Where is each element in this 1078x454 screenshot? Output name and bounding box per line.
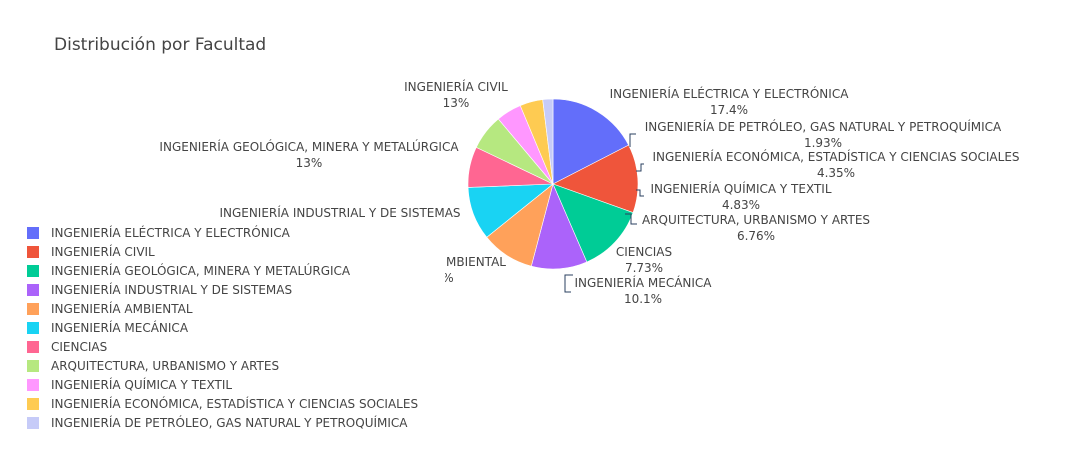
pie-slice[interactable] bbox=[552, 183, 634, 263]
slice-label-value: 4.83% bbox=[722, 198, 760, 212]
slice-label-value: 6.76% bbox=[737, 229, 775, 243]
slice-label-name: INGENIERÍA DE PETRÓLEO, GAS NATURAL Y PE… bbox=[645, 119, 1002, 134]
slice-label-name: INGENIERÍA QUÍMICA Y TEXTIL bbox=[650, 181, 831, 196]
legend-item-label[interactable]: INGENIERÍA MECÁNICA bbox=[51, 320, 189, 335]
legend-item-label[interactable]: INGENIERÍA INDUSTRIAL Y DE SISTEMAS bbox=[51, 282, 292, 297]
slice-label-value: 7.73% bbox=[625, 261, 663, 275]
slice-label-name: INGENIERÍA INDUSTRIAL Y DE SISTEMAS bbox=[219, 205, 460, 220]
legend-swatch[interactable] bbox=[27, 227, 39, 239]
slice-label-name: INGENIERÍA CIVIL bbox=[404, 79, 508, 94]
label-leader-line bbox=[564, 274, 573, 293]
slice-label-value: 1.93% bbox=[804, 136, 842, 150]
legend-item-label[interactable]: INGENIERÍA QUÍMICA Y TEXTIL bbox=[51, 377, 232, 392]
pie-slices bbox=[467, 98, 639, 270]
legend-swatch[interactable] bbox=[27, 398, 39, 410]
legend-item-label[interactable]: INGENIERÍA GEOLÓGICA, MINERA Y METALÚRGI… bbox=[51, 263, 351, 278]
label-leader-line bbox=[625, 213, 637, 225]
pie-slice[interactable] bbox=[542, 98, 554, 185]
slice-label-value: 13% bbox=[296, 156, 323, 170]
slice-label-value: 13% bbox=[443, 96, 470, 110]
legend-item-label[interactable]: INGENIERÍA CIVIL bbox=[51, 244, 155, 259]
slice-label-name: ARQUITECTURA, URBANISMO Y ARTES bbox=[642, 213, 870, 227]
legend-swatch[interactable] bbox=[27, 379, 39, 391]
legend-swatch[interactable] bbox=[27, 246, 39, 258]
slice-label-name: INGENIERÍA ECONÓMICA, ESTADÍSTICA Y CIEN… bbox=[652, 149, 1019, 164]
slice-label-value: 17.4% bbox=[710, 103, 748, 117]
legend: INGENIERÍA ELÉCTRICA Y ELECTRÓNICA INGENI… bbox=[20, 222, 445, 434]
label-leader-line bbox=[636, 189, 644, 197]
legend-item-label[interactable]: INGENIERÍA ECONÓMICA, ESTADÍSTICA Y CIEN… bbox=[51, 396, 418, 411]
slice-label-value: 10.1% bbox=[624, 292, 662, 306]
legend-swatch[interactable] bbox=[27, 265, 39, 277]
legend-swatch[interactable] bbox=[27, 360, 39, 372]
legend-item-label[interactable]: INGENIERÍA DE PETRÓLEO, GAS NATURAL Y PE… bbox=[51, 415, 408, 430]
legend-swatch[interactable] bbox=[27, 341, 39, 353]
slice-label-value: 4.35% bbox=[817, 166, 855, 180]
slice-label-name: INGENIERÍA ELÉCTRICA Y ELECTRÓNICA bbox=[610, 86, 850, 101]
slice-label-value: % bbox=[442, 271, 453, 285]
legend-item-label[interactable]: CIENCIAS bbox=[51, 340, 107, 354]
chart-title: Distribución por Facultad bbox=[54, 35, 266, 55]
label-leaders bbox=[564, 133, 644, 293]
legend-swatch[interactable] bbox=[27, 322, 39, 334]
legend-background bbox=[20, 222, 445, 434]
legend-swatch[interactable] bbox=[27, 303, 39, 315]
slice-label-name: INGENIERÍA GEOLÓGICA, MINERA Y METALÚRGI… bbox=[159, 139, 459, 154]
label-leader-line bbox=[636, 163, 644, 172]
slice-label-name: CIENCIAS bbox=[616, 245, 672, 259]
slice-label-name: INGENIERÍA MECÁNICA bbox=[574, 275, 712, 290]
pie-slice[interactable] bbox=[552, 98, 629, 185]
legend-item-label[interactable]: INGENIERÍA ELÉCTRICA Y ELECTRÓNICA bbox=[51, 225, 291, 240]
legend-item-label[interactable]: INGENIERÍA AMBIENTAL bbox=[51, 301, 193, 316]
slice-label-name: MBIENTAL bbox=[446, 255, 506, 269]
pie-slice[interactable] bbox=[552, 144, 639, 213]
slice-labels: INGENIERÍA ELÉCTRICA Y ELECTRÓNICA 17.4% I… bbox=[159, 79, 1019, 306]
legend-swatch[interactable] bbox=[27, 417, 39, 429]
legend-swatch[interactable] bbox=[27, 284, 39, 296]
legend-item-label[interactable]: ARQUITECTURA, URBANISMO Y ARTES bbox=[51, 359, 279, 373]
label-leader-line bbox=[629, 133, 636, 147]
